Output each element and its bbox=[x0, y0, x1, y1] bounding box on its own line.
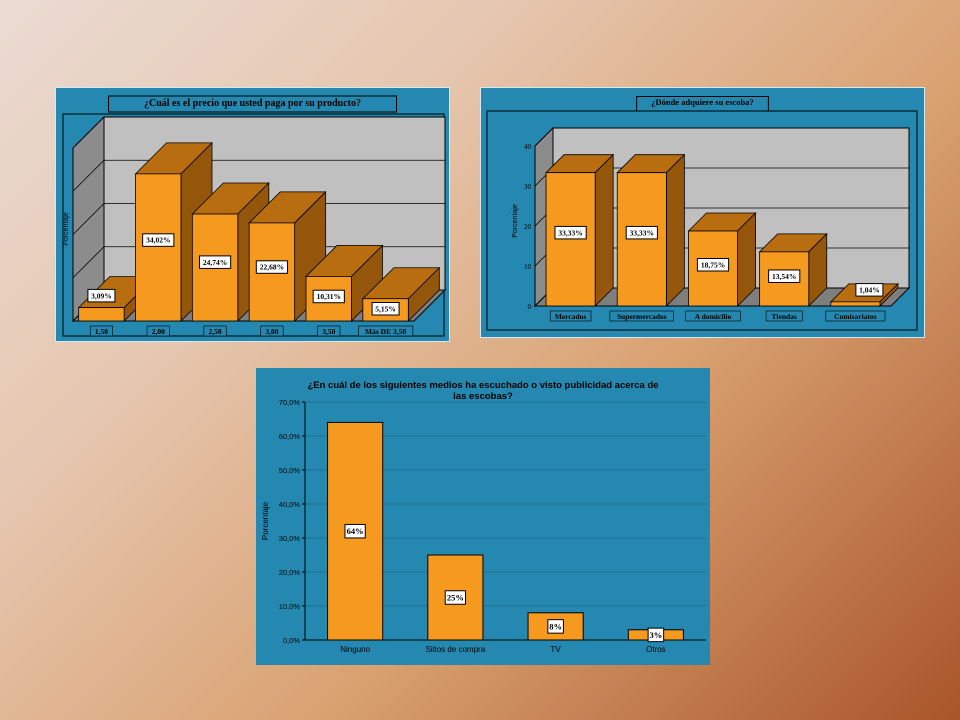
x-tick-box bbox=[146, 325, 170, 337]
data-label: 24,74% bbox=[203, 258, 227, 267]
advertising-media-chart: ¿En cuál de los siguientes medios ha esc… bbox=[256, 368, 710, 665]
data-label: 22,68% bbox=[260, 263, 284, 272]
data-label: 64% bbox=[347, 526, 364, 536]
x-tick-box bbox=[203, 325, 227, 337]
y-tick-label: 30,0% bbox=[279, 534, 301, 543]
data-label: 1,04% bbox=[859, 285, 880, 294]
chart-svg: ¿Dónde adquiere su escoba? 0 10 20 30 40 Porce… bbox=[486, 96, 918, 331]
chart-title-line: ¿En cuál de los siguientes medios ha esc… bbox=[307, 380, 658, 391]
data-label-box bbox=[547, 619, 564, 634]
x-tick-label: 2,00 bbox=[152, 327, 165, 336]
y-tick-label: 50,0% bbox=[279, 466, 301, 475]
x-tick-label: Otros bbox=[646, 645, 666, 654]
bar-side bbox=[594, 153, 614, 307]
data-label-box bbox=[647, 627, 665, 643]
x-tick-label: Sitios de compra bbox=[426, 645, 486, 654]
y-axis-label: Porcentaje bbox=[512, 204, 519, 238]
x-tick-label: 1,50 bbox=[95, 327, 108, 336]
data-label: 34,02% bbox=[146, 236, 170, 245]
data-label-box bbox=[768, 269, 801, 283]
y-tick-label: 70,0% bbox=[279, 398, 301, 407]
bar bbox=[135, 173, 182, 322]
chart-svg: ¿Cuál es el precio que usted paga por su… bbox=[62, 95, 447, 337]
x-tick-box bbox=[317, 325, 341, 337]
x-tick-label: Más DE 3,50 bbox=[365, 327, 406, 336]
data-label-box bbox=[198, 255, 232, 269]
y-tick-label: 0,0% bbox=[283, 636, 300, 645]
data-label-box bbox=[855, 283, 884, 297]
data-label-box bbox=[312, 289, 345, 304]
data-label-box bbox=[625, 225, 658, 240]
x-tick-box bbox=[685, 310, 741, 322]
data-label-box bbox=[371, 301, 400, 316]
y-tick-label: 20,0% bbox=[279, 568, 301, 577]
data-label-box bbox=[142, 233, 175, 247]
x-tick-label: 2,50 bbox=[209, 327, 222, 336]
gridline bbox=[72, 203, 445, 235]
gridline bbox=[72, 116, 445, 149]
chart-title: ¿En cuál de los siguientes medios ha esc… bbox=[307, 380, 658, 402]
x-tick-label: Mercados bbox=[555, 312, 587, 321]
data-label: 3,09% bbox=[91, 291, 112, 300]
x-tick-label: Tiendas bbox=[772, 312, 797, 321]
x-tick-label: Ninguno bbox=[340, 645, 370, 654]
y-tick-label: 30 bbox=[524, 183, 532, 191]
data-label-box bbox=[344, 523, 366, 539]
data-label-box bbox=[554, 225, 587, 240]
gridline bbox=[72, 246, 445, 279]
x-tick-box bbox=[89, 325, 113, 337]
data-label: 10,31% bbox=[317, 292, 341, 301]
y-tick-label: 10,0% bbox=[279, 602, 301, 611]
chart-title: ¿Dónde adquiere su escoba? bbox=[651, 97, 754, 107]
bar bbox=[78, 307, 125, 322]
x-tick-box bbox=[357, 325, 414, 337]
y-tick-label: 20 bbox=[524, 223, 532, 231]
data-label: 5,15% bbox=[375, 304, 396, 313]
x-tick-box bbox=[549, 310, 592, 322]
purchase-place-chart: ¿Dónde adquiere su escoba? 0 10 20 30 40 Porce… bbox=[480, 87, 925, 338]
price-chart: ¿Cuál es el precio que usted paga por su… bbox=[55, 87, 450, 342]
x-tick-label: 3,50 bbox=[322, 327, 335, 336]
y-tick-label: 40,0% bbox=[279, 500, 301, 509]
data-label: 13,54% bbox=[772, 272, 796, 281]
x-tick-label: TV bbox=[551, 645, 562, 654]
data-label: 25% bbox=[447, 592, 464, 602]
x-tick-box bbox=[260, 325, 284, 337]
chart-title-line: las escobas? bbox=[453, 391, 513, 402]
x-tick-label: Supermercados bbox=[617, 312, 667, 321]
x-tick-box bbox=[765, 310, 803, 322]
chart-svg: ¿En cuál de los siguientes medios ha esc… bbox=[261, 380, 706, 654]
y-tick-label: 40 bbox=[524, 143, 532, 151]
data-label-box bbox=[696, 258, 730, 272]
y-tick-label: 10 bbox=[524, 263, 532, 271]
data-label-box bbox=[444, 590, 467, 605]
data-label: 33,33% bbox=[630, 228, 654, 237]
bar bbox=[830, 301, 881, 307]
data-label: 33,33% bbox=[558, 228, 582, 237]
data-label: 8% bbox=[549, 621, 562, 631]
y-tick-label: 0 bbox=[528, 303, 532, 311]
y-axis-label: Porcentaje bbox=[261, 501, 270, 540]
gridline bbox=[534, 127, 909, 147]
x-tick-box bbox=[609, 310, 674, 322]
data-label: 18,75% bbox=[701, 260, 725, 269]
data-label: 3% bbox=[650, 630, 663, 640]
data-label-box bbox=[255, 260, 289, 274]
gridline bbox=[72, 159, 445, 192]
y-tick-label: 60,0% bbox=[279, 432, 301, 441]
y-axis-label: Porcentaje bbox=[63, 212, 70, 246]
x-tick-label: Comisariatos bbox=[834, 312, 877, 321]
chart-title: ¿Cuál es el precio que usted paga por su… bbox=[144, 98, 361, 109]
x-tick-box bbox=[825, 310, 886, 322]
x-tick-label: A domicilio bbox=[695, 312, 732, 321]
bar-side bbox=[665, 153, 685, 307]
x-tick-label: 3,00 bbox=[265, 327, 278, 336]
data-label-box bbox=[87, 288, 116, 303]
chart-title-box bbox=[108, 95, 397, 113]
